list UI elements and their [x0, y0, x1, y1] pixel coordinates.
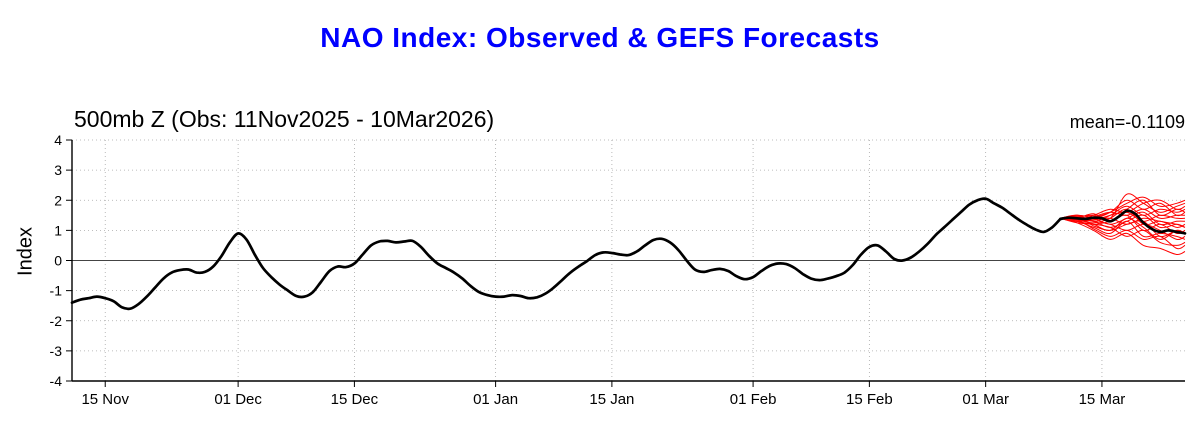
svg-text:-2: -2 [50, 313, 63, 329]
svg-text:4: 4 [54, 132, 62, 148]
svg-text:15 Jan: 15 Jan [589, 391, 634, 408]
svg-text:01 Dec: 01 Dec [214, 391, 262, 408]
svg-text:01 Jan: 01 Jan [473, 391, 518, 408]
svg-text:2: 2 [54, 192, 62, 208]
svg-text:15 Mar: 15 Mar [1079, 391, 1126, 408]
svg-text:0: 0 [54, 253, 62, 269]
svg-text:-1: -1 [50, 283, 63, 299]
chart-title: NAO Index: Observed & GEFS Forecasts [320, 22, 880, 53]
svg-text:01 Feb: 01 Feb [730, 391, 777, 408]
svg-text:-3: -3 [50, 343, 63, 359]
chart-subtitle: 500mb Z (Obs: 11Nov2025 - 10Mar2026) [74, 106, 495, 132]
mean-annotation: mean=-0.1109 [1069, 112, 1185, 132]
y-axis-label: Index [14, 227, 37, 276]
svg-text:1: 1 [54, 222, 62, 238]
svg-text:3: 3 [54, 162, 62, 178]
svg-text:15 Dec: 15 Dec [331, 391, 379, 408]
svg-text:15 Feb: 15 Feb [846, 391, 893, 408]
svg-text:15 Nov: 15 Nov [81, 391, 129, 408]
svg-text:01 Mar: 01 Mar [962, 391, 1009, 408]
svg-text:-4: -4 [50, 373, 63, 389]
